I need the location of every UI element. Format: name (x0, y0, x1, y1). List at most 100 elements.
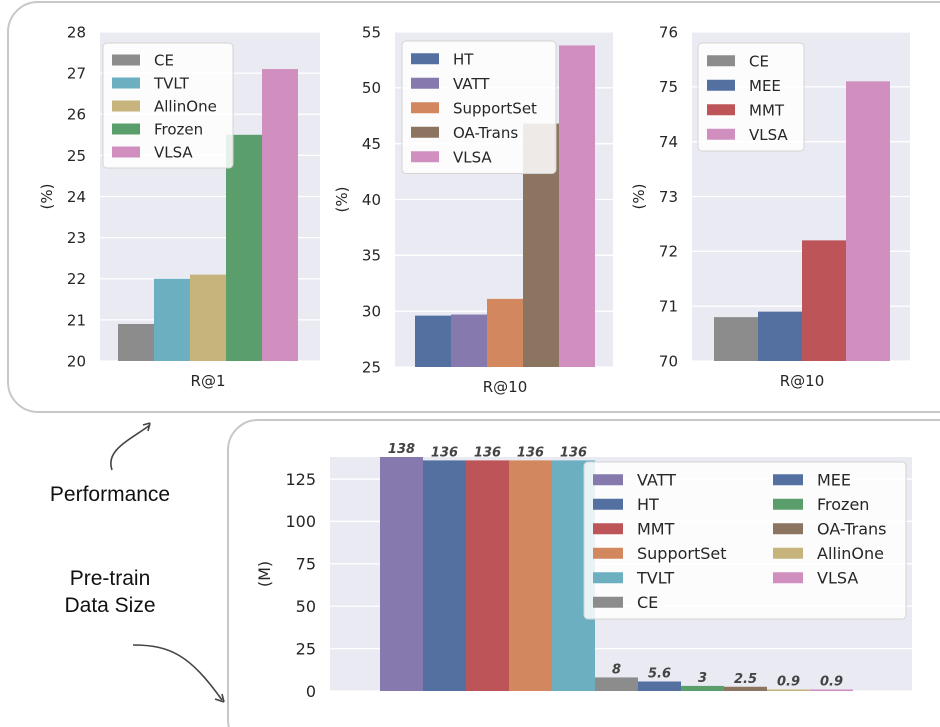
y-tick-label: 70 (659, 352, 678, 370)
legend-label: VLSA (154, 144, 193, 162)
y-tick-label: 75 (659, 78, 678, 96)
chart-1: 20 21 22 23 24 25 26 27 28 (%) R@1 CE TVLT AllinOne Fr… (38, 23, 320, 390)
legend-swatch (593, 596, 623, 608)
legend-swatch (773, 474, 803, 486)
data-label: 136 (560, 445, 587, 460)
bar-ce (118, 323, 154, 361)
bar-mee (758, 311, 802, 361)
x-category-label: R@10 (780, 372, 825, 390)
legend-swatch (411, 151, 439, 163)
performance-arrow (110, 424, 151, 471)
y-tick-label: 25 (362, 358, 381, 376)
x-category-label: R@10 (483, 378, 528, 396)
bar-frozen (681, 685, 724, 691)
bar-supportset (487, 298, 523, 367)
y-tick-label: 72 (659, 243, 678, 261)
legend-swatch (773, 498, 803, 510)
legend-label: CE (154, 52, 174, 70)
legend-swatch (112, 77, 140, 89)
bar-vatt (451, 314, 487, 367)
legend-label: CE (637, 593, 658, 612)
legend-label: VATT (453, 75, 490, 93)
legend-label: SupportSet (637, 544, 727, 563)
performance-arrowhead (142, 422, 151, 432)
legend-swatch (411, 77, 439, 89)
y-tick-label: 75 (296, 555, 316, 574)
legend-label: AllinOne (817, 544, 884, 563)
bar-mmt (466, 460, 509, 691)
legend-label: CE (749, 52, 769, 70)
y-tick-label: 30 (362, 303, 381, 321)
pretrain-label-line2: Data Size (64, 594, 156, 617)
y-axis-label: (M) (255, 561, 274, 587)
y-tick-label: 76 (659, 23, 678, 41)
legend-swatch (707, 55, 735, 67)
y-tick-label: 21 (67, 311, 86, 329)
chart-2: 25 30 35 40 45 50 55 (%) R@10 HT VATT SupportSet OA-… (333, 23, 613, 396)
bar-ce (595, 677, 638, 691)
y-axis-label: (%) (38, 184, 56, 210)
y-axis-label: (%) (333, 187, 351, 213)
y-tick-label: 28 (67, 23, 86, 41)
data-label: 2.5 (734, 672, 757, 687)
chart-3: 70 71 72 73 74 75 76 (%) R@10 CE MEE MMT VLSA (630, 23, 910, 390)
legend-box (697, 42, 805, 152)
data-label: 136 (431, 445, 458, 460)
legend-label: VLSA (749, 126, 788, 144)
bar-mee (638, 681, 681, 691)
legend-label: VLSA (817, 568, 858, 587)
data-label: 136 (474, 445, 501, 460)
bar-ht (423, 460, 466, 691)
bar-mmt (802, 240, 846, 361)
legend-label: HT (637, 495, 659, 514)
legend-swatch (411, 126, 439, 138)
legend-label: MMT (749, 101, 785, 119)
data-label: 0.9 (777, 674, 800, 689)
legend-label: MEE (749, 77, 781, 95)
legend-swatch (593, 572, 623, 584)
y-tick-label: 73 (659, 188, 678, 206)
bar-vlsa (810, 689, 853, 691)
bar-supportset (509, 460, 552, 691)
legend-swatch (411, 53, 439, 65)
legend-label: MEE (817, 470, 851, 489)
bar-allinone (190, 274, 226, 361)
legend-swatch (707, 79, 735, 91)
legend-label: MMT (637, 519, 675, 538)
y-tick-label: 25 (67, 147, 86, 165)
y-tick-label: 20 (67, 352, 86, 370)
bar-vlsa (262, 69, 298, 361)
legend-label: TVLT (153, 75, 190, 93)
y-tick-label: 40 (362, 191, 381, 209)
legend-swatch (593, 498, 623, 510)
pretrain-label-line1: Pre-train (69, 567, 151, 590)
y-tick-label: 23 (67, 229, 86, 247)
legend-swatch (112, 54, 140, 66)
pretrain-arrow (132, 644, 223, 701)
legend-swatch (773, 572, 803, 584)
y-tick-label: 45 (362, 135, 381, 153)
performance-frame (7, 1, 940, 413)
legend-label: OA-Trans (817, 519, 887, 538)
legend-swatch (593, 474, 623, 486)
bar-vlsa (846, 81, 890, 361)
legend-box (102, 42, 234, 169)
y-tick-label: 50 (362, 79, 381, 97)
legend-label: VLSA (453, 148, 492, 166)
y-tick-label: 125 (285, 470, 316, 489)
bar-frozen (226, 134, 262, 361)
legend-label: VATT (637, 470, 676, 489)
performance-label: Performance (49, 483, 171, 506)
legend-swatch (773, 523, 803, 535)
bar-vatt (380, 457, 423, 691)
legend-swatch (707, 128, 735, 140)
y-tick-label: 35 (362, 247, 381, 265)
y-tick-label: 22 (67, 270, 86, 288)
x-category-label: R@1 (191, 372, 226, 390)
legend-box (401, 40, 557, 174)
y-tick-label: 55 (362, 23, 381, 41)
legend-label: SupportSet (453, 99, 537, 117)
bar-vlsa (559, 45, 595, 368)
data-label: 136 (517, 445, 544, 460)
